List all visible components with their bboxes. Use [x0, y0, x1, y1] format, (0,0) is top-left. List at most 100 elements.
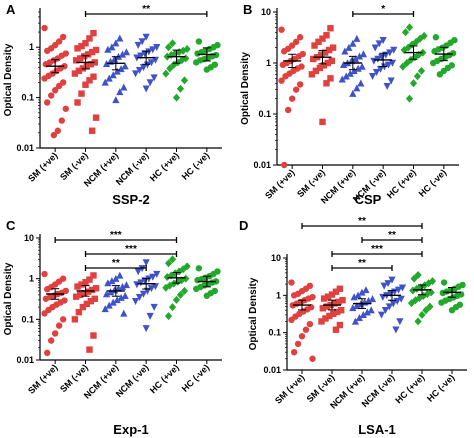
data-point	[320, 62, 328, 69]
data-point	[323, 303, 330, 310]
data-point	[168, 39, 177, 48]
data-point	[41, 310, 48, 317]
data-point	[432, 34, 440, 41]
x-tick-label: SM (+ve)	[26, 362, 59, 395]
data-point	[439, 289, 447, 297]
series-5	[162, 39, 191, 102]
data-point	[91, 295, 98, 302]
data-point	[282, 73, 289, 80]
data-point	[413, 284, 421, 293]
data-point	[312, 67, 320, 75]
significance-label: ***	[110, 230, 122, 241]
y-tick-label: 0.1	[258, 109, 271, 119]
data-point	[58, 117, 66, 124]
data-point	[407, 299, 416, 308]
data-point	[397, 295, 405, 303]
y-tick-label: 1	[29, 42, 34, 52]
data-point	[371, 44, 379, 52]
data-point	[117, 293, 125, 301]
data-point	[195, 265, 203, 272]
data-point	[436, 71, 444, 78]
data-point	[430, 59, 437, 67]
data-point	[87, 61, 95, 68]
significance-label: **	[358, 258, 366, 269]
data-point	[203, 66, 211, 73]
series-2	[71, 272, 100, 353]
data-point	[164, 312, 173, 321]
data-point	[339, 61, 348, 69]
data-point	[388, 59, 397, 67]
data-point	[105, 301, 113, 309]
data-point	[44, 349, 51, 357]
data-point	[384, 61, 393, 69]
data-point	[351, 317, 360, 325]
data-point	[86, 346, 93, 353]
data-point	[146, 312, 154, 320]
data-point	[350, 67, 358, 75]
data-point	[281, 161, 288, 169]
data-point	[86, 77, 93, 84]
y-axis-label: Optical Density	[3, 43, 14, 116]
data-point	[279, 61, 287, 69]
data-point	[372, 69, 381, 77]
data-point	[51, 87, 59, 94]
significance-label: ***	[125, 244, 137, 255]
data-point	[137, 279, 145, 287]
data-point	[290, 292, 298, 299]
data-point	[332, 326, 340, 333]
data-point	[62, 105, 69, 112]
data-point	[162, 69, 170, 78]
data-point	[153, 270, 161, 278]
significance-label: *	[381, 4, 385, 15]
data-point	[112, 39, 120, 47]
data-point	[308, 71, 316, 78]
y-axis-label: Optical Density	[3, 262, 14, 335]
data-point	[367, 306, 375, 314]
data-point	[90, 73, 97, 80]
data-point	[323, 32, 330, 39]
data-point	[163, 272, 171, 281]
data-point	[79, 303, 87, 311]
data-point	[364, 296, 373, 304]
data-point	[102, 59, 111, 67]
data-point	[83, 300, 91, 308]
x-tick-label: NCM (-ve)	[114, 150, 151, 187]
x-tick-label: HC (+ve)	[148, 362, 181, 395]
data-point	[327, 25, 334, 32]
series-4	[377, 276, 407, 334]
data-point	[330, 310, 337, 318]
data-point	[405, 94, 414, 103]
data-point	[109, 71, 117, 79]
data-point	[319, 35, 326, 42]
data-point	[90, 272, 97, 279]
data-point	[278, 77, 285, 84]
data-point	[147, 59, 156, 67]
series-3	[338, 34, 368, 97]
data-point	[339, 297, 346, 304]
y-axis-label: Optical Density	[240, 52, 251, 125]
y-tick-label: 0.01	[16, 143, 34, 153]
chart-title: Exp-1	[113, 422, 148, 437]
data-point	[92, 114, 100, 121]
data-point	[398, 284, 407, 292]
data-point	[176, 84, 185, 93]
data-point	[353, 302, 361, 310]
data-point	[289, 302, 297, 309]
data-point	[203, 292, 211, 299]
significance-label: **	[358, 216, 366, 227]
data-point	[346, 69, 354, 77]
series-1	[288, 279, 316, 362]
data-point	[336, 321, 344, 329]
data-point	[142, 85, 150, 93]
data-point	[153, 44, 161, 52]
data-point	[316, 64, 324, 72]
series-2	[71, 29, 100, 134]
data-point	[358, 62, 366, 70]
data-point	[91, 59, 98, 66]
data-point	[84, 288, 92, 295]
data-point	[412, 37, 420, 46]
data-point	[387, 77, 395, 85]
data-point	[74, 283, 81, 290]
data-point	[328, 291, 336, 298]
x-tick-label: HC (+ve)	[393, 372, 426, 405]
